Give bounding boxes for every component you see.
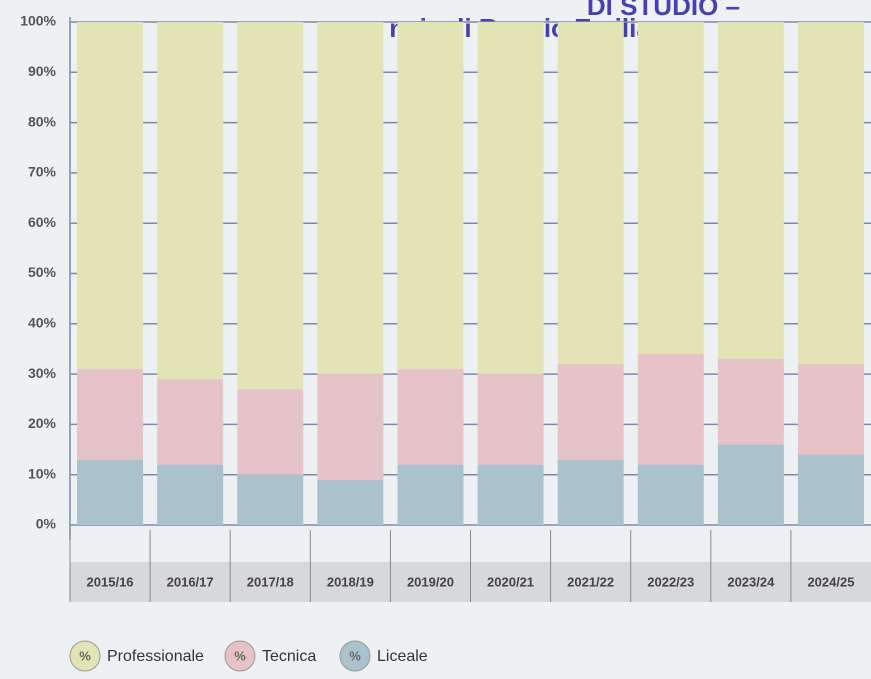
x-tick-label: 2017/18 [247, 574, 294, 589]
bar-segment [77, 460, 143, 525]
x-tick-label: 2015/16 [87, 574, 134, 589]
bar-segment [798, 455, 864, 525]
bar-segment [157, 465, 223, 525]
y-tick-label: 30% [28, 365, 57, 381]
y-tick-label: 100% [20, 13, 56, 29]
x-tick-label: 2016/17 [167, 574, 214, 589]
bar-segment [397, 22, 463, 369]
bar-segment [478, 374, 544, 465]
chart: DI STUDIO – ncia di Reggio Emilia 0%10%2… [0, 0, 871, 679]
bar-segment [558, 364, 624, 460]
legend-symbol-text: % [79, 648, 91, 663]
bar-segment [638, 354, 704, 465]
x-tick-label: 2020/21 [487, 574, 534, 589]
legend-symbol-text: % [234, 648, 246, 663]
x-tick-label: 2018/19 [327, 574, 374, 589]
legend-label: Professionale [107, 648, 204, 665]
bar-segment [237, 389, 303, 475]
legend-symbol-text: % [349, 648, 361, 663]
bar-segment [237, 475, 303, 525]
x-tick-label: 2019/20 [407, 574, 454, 589]
bar-segment [157, 379, 223, 465]
bar-segment [478, 465, 544, 525]
legend-label: Tecnica [262, 648, 316, 665]
bar-segment [317, 374, 383, 480]
y-tick-label: 70% [28, 164, 57, 180]
bar-segment [798, 364, 864, 455]
y-tick-label: 0% [36, 516, 57, 532]
y-tick-label: 10% [28, 465, 57, 481]
bar-segment [397, 369, 463, 465]
bar-segment [718, 359, 784, 445]
bar-segment [317, 22, 383, 374]
y-tick-label: 90% [28, 63, 57, 79]
bar-segment [157, 22, 223, 379]
bar-segment [478, 22, 544, 374]
bar-segment [558, 460, 624, 525]
bar-segment [638, 465, 704, 525]
x-tick-label: 2021/22 [567, 574, 614, 589]
legend-label: Liceale [377, 648, 428, 665]
bar-segment [798, 22, 864, 364]
x-tick-label: 2023/24 [727, 574, 775, 589]
y-tick-label: 40% [28, 315, 57, 331]
x-tick-label: 2022/23 [647, 574, 694, 589]
bar-segment [397, 465, 463, 525]
bar-segment [638, 22, 704, 354]
bar-segment [317, 480, 383, 525]
bar-segment [558, 22, 624, 364]
bar-segment [77, 22, 143, 369]
y-tick-label: 80% [28, 113, 57, 129]
y-tick-label: 60% [28, 214, 57, 230]
bar-segment [718, 445, 784, 525]
y-tick-label: 20% [28, 415, 57, 431]
y-tick-label: 50% [28, 264, 57, 280]
bar-segment [237, 22, 303, 389]
bar-segment [77, 369, 143, 460]
x-tick-label: 2024/25 [807, 574, 854, 589]
bar-segment [718, 22, 784, 359]
